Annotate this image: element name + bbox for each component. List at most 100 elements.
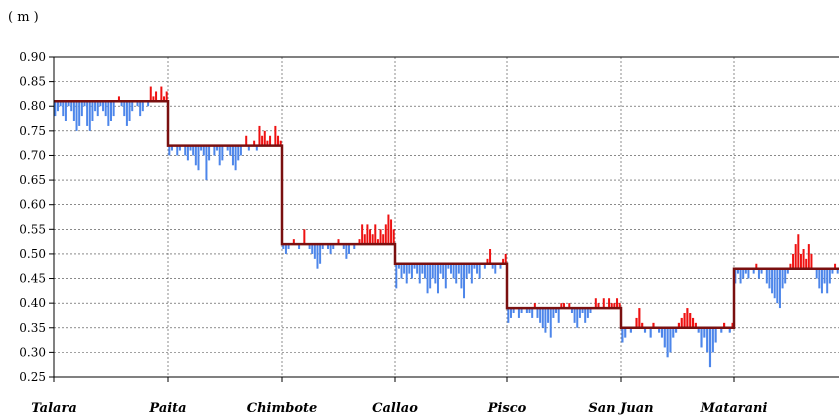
deviation-bar: [660, 327, 664, 338]
deviation-bar: [531, 308, 534, 318]
deviation-bar: [120, 101, 123, 107]
deviation-bar: [547, 308, 550, 323]
deviation-bar: [337, 239, 340, 245]
deviation-bar: [67, 101, 70, 107]
deviation-bar: [570, 308, 573, 313]
deviation-bar: [706, 327, 709, 353]
deviation-bar: [405, 263, 408, 284]
deviation-bar: [112, 101, 115, 117]
deviation-bar: [499, 263, 502, 269]
deviation-bar: [147, 101, 150, 107]
deviation-bar: [78, 101, 81, 126]
y-tick-label: 0.45: [19, 272, 46, 286]
deviation-bar: [88, 101, 91, 131]
deviation-bar: [624, 327, 627, 338]
deviation-bar: [75, 101, 78, 131]
y-tick-label: 0.30: [19, 345, 46, 359]
deviation-bar: [403, 263, 406, 274]
deviation-bar: [395, 263, 398, 289]
deviation-bar: [231, 145, 234, 166]
deviation-bar: [363, 234, 366, 245]
deviation-bar: [815, 268, 818, 279]
deviation-bar: [155, 91, 158, 102]
deviation-bar: [125, 101, 128, 126]
deviation-bar: [549, 308, 552, 338]
deviation-bar: [176, 145, 179, 156]
deviation-bar: [384, 224, 387, 245]
deviation-bar: [836, 268, 839, 274]
deviation-bar: [284, 244, 287, 254]
deviation-bar: [597, 303, 600, 309]
deviation-bar: [608, 298, 611, 309]
y-tick-label: 0.85: [19, 75, 46, 89]
deviation-bar: [610, 303, 613, 309]
deviation-bar: [308, 244, 311, 249]
deviation-bar: [170, 145, 173, 151]
deviation-bar: [525, 308, 528, 313]
deviation-bar: [463, 263, 466, 299]
y-tick-labels: 0.90 0.85 0.80 0.75 0.70 0.65 0.60 0.55 0.50 0.45…: [19, 50, 46, 384]
deviation-bar: [141, 101, 144, 112]
deviation-bar: [629, 327, 632, 333]
y-tick-label: 0.35: [19, 321, 46, 335]
deviation-bar: [584, 308, 587, 323]
deviation-bar: [80, 101, 83, 117]
deviation-bar: [573, 308, 576, 323]
deviation-bar: [589, 308, 592, 313]
deviation-bar: [136, 101, 139, 107]
deviation-bar: [234, 145, 237, 171]
deviation-bar: [473, 263, 476, 269]
deviation-bar: [720, 327, 723, 333]
deviation-bar: [675, 327, 678, 333]
deviation-bar: [805, 258, 808, 269]
deviation-bar: [517, 308, 520, 318]
deviation-bar: [618, 303, 621, 309]
deviation-bar: [773, 268, 776, 299]
y-tick-label: 0.25: [19, 370, 46, 384]
deviation-bar: [54, 101, 57, 117]
deviation-bar: [669, 327, 672, 353]
deviation-bar: [434, 263, 437, 284]
deviation-bar: [139, 101, 142, 117]
deviation-bar: [168, 145, 171, 156]
deviation-bar: [602, 298, 605, 309]
deviation-bar: [541, 308, 544, 328]
deviation-bar: [165, 91, 168, 102]
deviation-bar: [353, 244, 356, 249]
deviation-bar: [99, 101, 102, 107]
deviation-bar: [163, 96, 166, 102]
deviation-bar: [635, 317, 638, 328]
deviation-bar: [70, 101, 73, 112]
deviation-bar: [418, 263, 421, 284]
deviation-bar: [59, 101, 62, 107]
y-tick-label: 0.80: [19, 99, 46, 113]
deviation-bar: [91, 101, 94, 121]
deviation-bar: [64, 101, 67, 121]
y-tick-label: 0.40: [19, 296, 46, 310]
deviation-bar: [429, 263, 432, 289]
deviation-bar: [536, 308, 539, 318]
y-tick-label: 0.75: [19, 124, 46, 138]
deviation-bar: [512, 308, 515, 313]
deviation-bar: [768, 268, 771, 289]
deviation-bar: [345, 244, 348, 259]
deviation-bar: [152, 96, 155, 102]
deviation-bar: [555, 308, 558, 313]
deviation-bar: [714, 327, 717, 343]
deviation-bar: [613, 303, 616, 309]
deviation-bar: [752, 268, 755, 274]
deviation-bar: [781, 268, 784, 289]
deviation-bar: [410, 263, 413, 279]
deviation-bar: [755, 263, 758, 269]
deviation-bar: [56, 101, 59, 112]
deviation-bar: [468, 263, 471, 274]
deviation-bar: [421, 263, 424, 274]
deviation-bar: [578, 308, 581, 318]
deviation-bar: [757, 268, 760, 279]
deviation-bar: [319, 244, 322, 264]
deviation-bar: [117, 96, 120, 102]
deviation-bar: [789, 263, 792, 269]
deviation-bar: [202, 145, 205, 156]
deviation-bar: [109, 101, 112, 121]
